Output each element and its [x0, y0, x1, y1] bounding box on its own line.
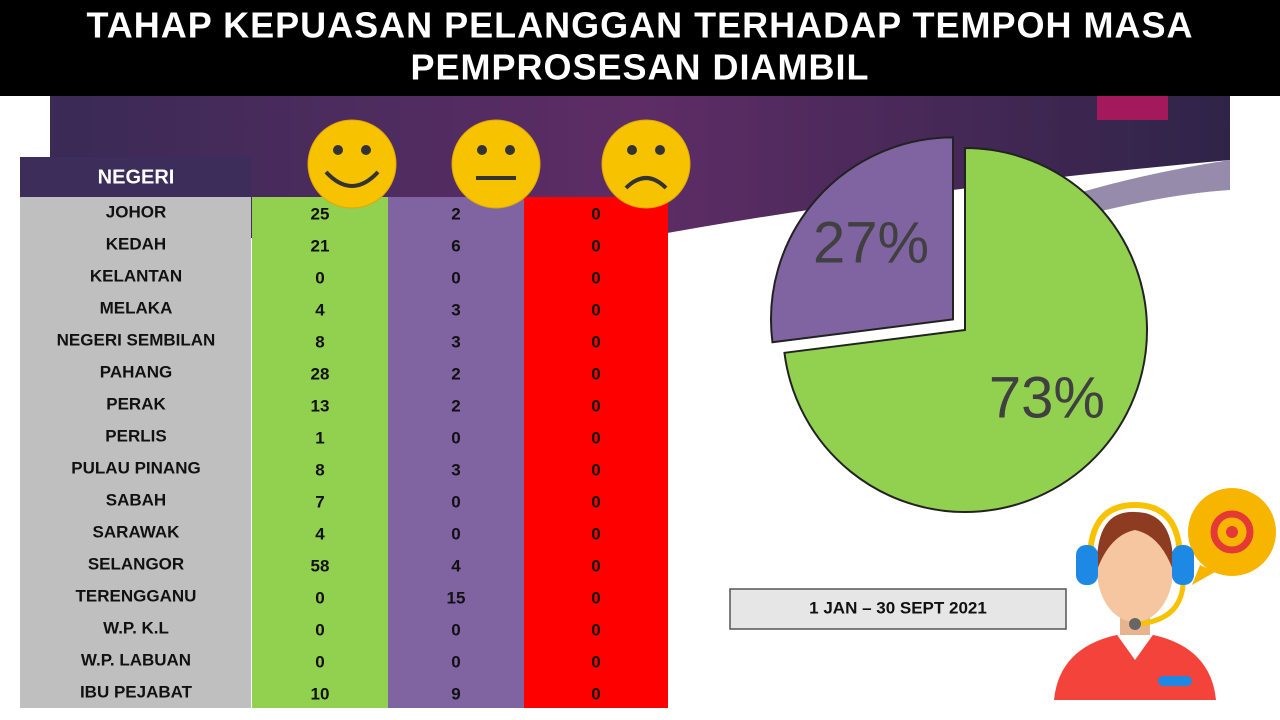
count-cell: 0	[591, 236, 600, 255]
state-name: PERAK	[106, 394, 166, 413]
pie-slice	[769, 136, 954, 344]
count-cell: 10	[311, 684, 330, 703]
count-cell: 0	[591, 556, 600, 575]
count-cell: 0	[591, 396, 600, 415]
count-cell: 0	[451, 492, 460, 511]
state-name: IBU PEJABAT	[80, 682, 193, 701]
count-cell: 0	[591, 588, 600, 607]
count-cell: 0	[451, 524, 460, 543]
count-cell: 15	[447, 588, 466, 607]
count-cell: 0	[591, 428, 600, 447]
count-cell: 3	[451, 300, 460, 319]
count-cell: 0	[451, 620, 460, 639]
neutral-column	[388, 197, 524, 708]
state-name: PAHANG	[100, 362, 172, 381]
state-name: KEDAH	[106, 234, 166, 253]
count-cell: 8	[315, 460, 324, 479]
unsatisfied-column	[524, 197, 668, 708]
count-cell: 4	[315, 524, 325, 543]
count-cell: 0	[591, 524, 600, 543]
pie-chart: 73% 27%	[769, 136, 1148, 513]
count-cell: 0	[315, 588, 324, 607]
count-cell: 1	[315, 428, 324, 447]
state-name: SARAWAK	[93, 522, 181, 541]
pie-slice	[783, 146, 1148, 513]
count-cell: 25	[311, 204, 330, 223]
count-cell: 28	[311, 364, 330, 383]
title-line: PEMPROSESAN DIAMBIL	[410, 47, 869, 88]
table-header-cell	[20, 157, 251, 197]
count-cell: 3	[451, 332, 460, 351]
title-bar	[0, 0, 1280, 96]
accent-box	[1097, 96, 1168, 120]
count-cell: 0	[591, 300, 600, 319]
support-agent-icon	[1054, 488, 1276, 700]
count-cell: 2	[451, 396, 460, 415]
count-cell: 0	[591, 652, 600, 671]
count-cell: 0	[315, 652, 324, 671]
count-cell: 2	[451, 364, 460, 383]
count-cell: 21	[311, 236, 330, 255]
count-cell: 0	[451, 428, 460, 447]
count-cell: 4	[451, 556, 461, 575]
count-cell: 0	[451, 652, 460, 671]
count-cell: 0	[315, 268, 324, 287]
state-name: MELAKA	[100, 298, 173, 317]
count-cell: 58	[311, 556, 330, 575]
count-cell: 9	[451, 684, 460, 703]
count-cell: 2	[451, 204, 460, 223]
count-cell: 0	[591, 620, 600, 639]
satisfied-column	[252, 197, 388, 708]
count-cell: 3	[451, 460, 460, 479]
state-name: W.P. LABUAN	[81, 650, 191, 669]
count-cell: 0	[591, 204, 600, 223]
count-cell: 0	[451, 268, 460, 287]
count-cell: 4	[315, 300, 325, 319]
neutral-face	[451, 119, 541, 209]
count-cell: 0	[315, 620, 324, 639]
happy-face	[307, 119, 397, 209]
count-cell: 0	[591, 492, 600, 511]
count-cell: 13	[311, 396, 330, 415]
count-cell: 0	[591, 684, 600, 703]
date-range: 1 JAN – 30 SEPT 2021	[809, 598, 987, 617]
state-name: W.P. K.L	[103, 618, 169, 637]
state-name: JOHOR	[106, 202, 166, 221]
count-cell: 0	[591, 268, 600, 287]
slice-label: 27%	[813, 211, 929, 276]
state-name: SELANGOR	[88, 554, 184, 573]
count-cell: 0	[591, 364, 600, 383]
state-name: TERENGGANU	[76, 586, 197, 605]
date-box	[729, 588, 1067, 630]
count-cell: 7	[315, 492, 324, 511]
sad-face	[601, 119, 691, 209]
state-name: KELANTAN	[90, 266, 182, 285]
table-header: NEGERI	[98, 166, 175, 188]
title-line: TAHAP KEPUASAN PELANGGAN TERHADAP TEMPOH…	[86, 5, 1193, 46]
state-name: SABAH	[106, 490, 166, 509]
state-name: NEGERI SEMBILAN	[57, 330, 216, 349]
slice-label: 73%	[989, 366, 1105, 431]
count-cell: 0	[591, 332, 600, 351]
name-column	[20, 197, 251, 708]
state-name: PERLIS	[105, 426, 166, 445]
count-cell: 8	[315, 332, 324, 351]
count-cell: 6	[451, 236, 460, 255]
state-name: PULAU PINANG	[71, 458, 200, 477]
count-cell: 0	[591, 460, 600, 479]
